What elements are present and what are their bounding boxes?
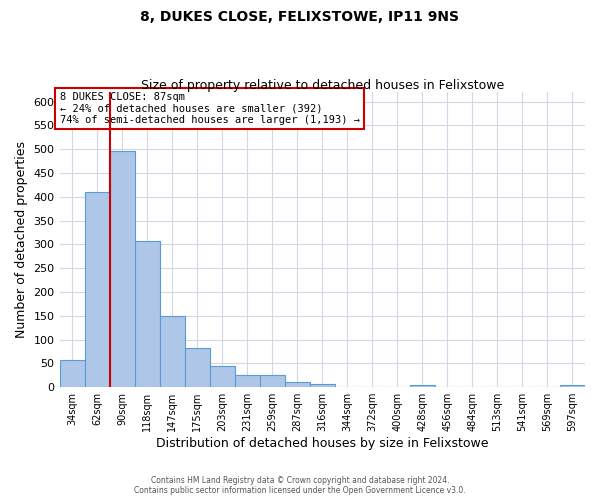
- Text: 8 DUKES CLOSE: 87sqm
← 24% of detached houses are smaller (392)
74% of semi-deta: 8 DUKES CLOSE: 87sqm ← 24% of detached h…: [59, 92, 359, 125]
- Bar: [185, 348, 209, 387]
- Text: Contains HM Land Registry data © Crown copyright and database right 2024.
Contai: Contains HM Land Registry data © Crown c…: [134, 476, 466, 495]
- Bar: [235, 376, 260, 387]
- Bar: [160, 316, 185, 387]
- Bar: [310, 384, 335, 387]
- Bar: [85, 192, 110, 387]
- Bar: [285, 382, 310, 387]
- Bar: [560, 385, 585, 387]
- Bar: [209, 366, 235, 387]
- Y-axis label: Number of detached properties: Number of detached properties: [15, 141, 28, 338]
- Bar: [410, 386, 435, 387]
- X-axis label: Distribution of detached houses by size in Felixstowe: Distribution of detached houses by size …: [156, 437, 488, 450]
- Bar: [59, 360, 85, 387]
- Bar: [260, 376, 285, 387]
- Text: 8, DUKES CLOSE, FELIXSTOWE, IP11 9NS: 8, DUKES CLOSE, FELIXSTOWE, IP11 9NS: [140, 10, 460, 24]
- Title: Size of property relative to detached houses in Felixstowe: Size of property relative to detached ho…: [140, 79, 504, 92]
- Bar: [110, 150, 134, 387]
- Bar: [134, 241, 160, 387]
